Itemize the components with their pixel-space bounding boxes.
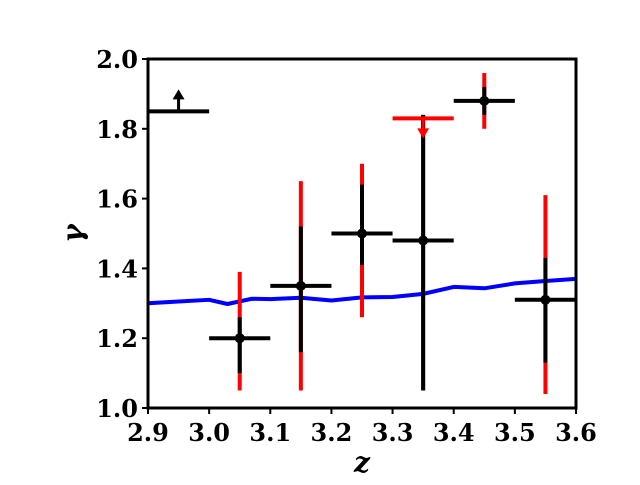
y-axis-label: γ [56,223,89,243]
y-tick-label: 1.2 [96,324,138,353]
y-tick-label: 2.0 [96,45,138,74]
x-tick-label: 3.1 [249,418,291,447]
lower-limit-arrow-head [172,89,185,100]
upper-limit-arrow-head [417,128,430,139]
tick-layer: 2.9 3.0 3.1 3.2 3.3 3.4 3.5 3.6 1.0 1.2 1.4 1.6 1.8 2… [96,45,597,447]
data-point [540,294,551,305]
data-point [357,228,367,239]
data-point [479,95,490,106]
x-tick-label: 3.3 [372,418,414,447]
data-point [418,235,429,246]
y-tick-label: 1.0 [96,394,138,423]
x-tick-label: 3.2 [311,418,353,447]
y-tick-label: 1.6 [96,185,138,214]
plot-layer [147,72,577,395]
y-tick-label: 1.4 [96,254,138,283]
data-point [295,280,306,291]
data-point [234,333,245,344]
plot-frame [146,57,578,410]
x-tick-label: 3.6 [555,418,597,447]
x-tick-label: 3.4 [433,418,475,447]
x-tick-label: 3.0 [188,418,230,447]
y-tick-label: 1.8 [96,115,138,144]
model-curve [147,276,577,306]
x-tick-label: 2.9 [127,418,169,447]
x-tick-label: 3.5 [494,418,536,447]
x-axis-label: z [353,446,371,479]
